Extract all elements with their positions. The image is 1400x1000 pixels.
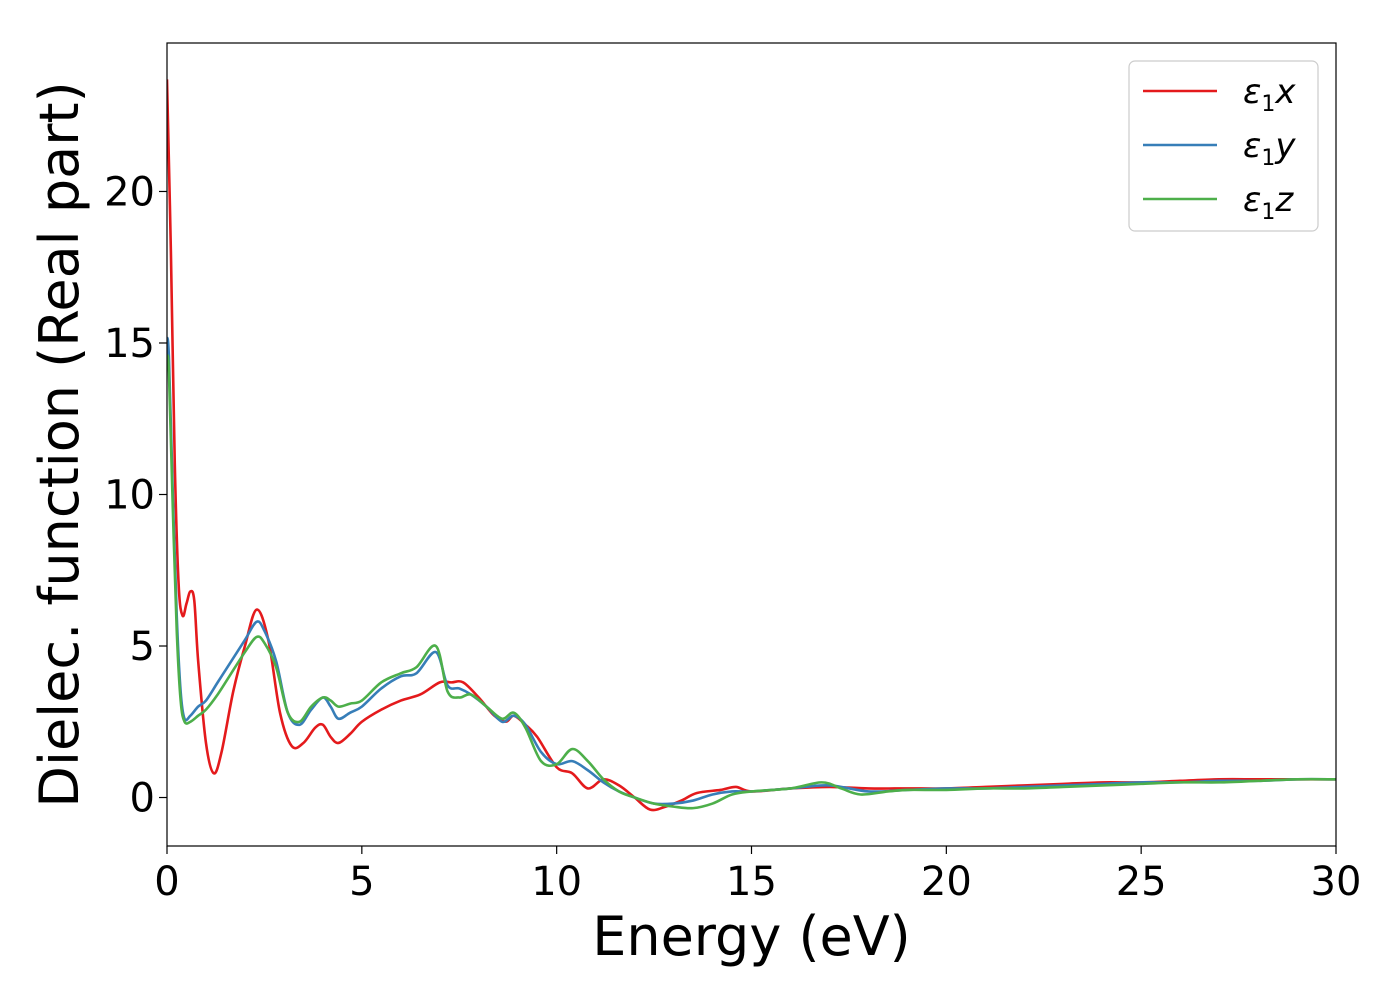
legend: ε1x ε1y ε1z xyxy=(1128,60,1319,232)
x-tick-label: 10 xyxy=(531,859,582,905)
legend-entry-label: ε1z xyxy=(1243,180,1294,225)
y-axis-label: Dielec. function (Real part) xyxy=(28,81,91,807)
plot-area xyxy=(167,79,1336,812)
series-line-z xyxy=(167,354,1336,810)
y-axis: 0 5 10 15 20 xyxy=(104,169,167,822)
x-tick-label: 5 xyxy=(349,859,374,905)
legend-entry-label: ε1x xyxy=(1243,72,1296,117)
x-tick-label: 25 xyxy=(1116,859,1167,905)
x-axis-label: Energy (eV) xyxy=(592,905,911,968)
legend-entry-label: ε1y xyxy=(1243,126,1296,171)
x-tick-label: 30 xyxy=(1311,859,1362,905)
y-tick-label: 5 xyxy=(130,624,155,670)
series-line-x xyxy=(167,79,1336,812)
y-tick-label: 0 xyxy=(130,776,155,822)
x-axis: 0 5 10 15 20 25 30 xyxy=(154,846,1361,905)
legend-box xyxy=(1128,60,1319,232)
y-tick-label: 20 xyxy=(104,169,155,215)
y-tick-label: 10 xyxy=(104,472,155,518)
x-tick-label: 20 xyxy=(921,859,972,905)
x-tick-label: 15 xyxy=(726,859,777,905)
x-tick-label: 0 xyxy=(154,859,179,905)
y-tick-label: 15 xyxy=(104,321,155,367)
